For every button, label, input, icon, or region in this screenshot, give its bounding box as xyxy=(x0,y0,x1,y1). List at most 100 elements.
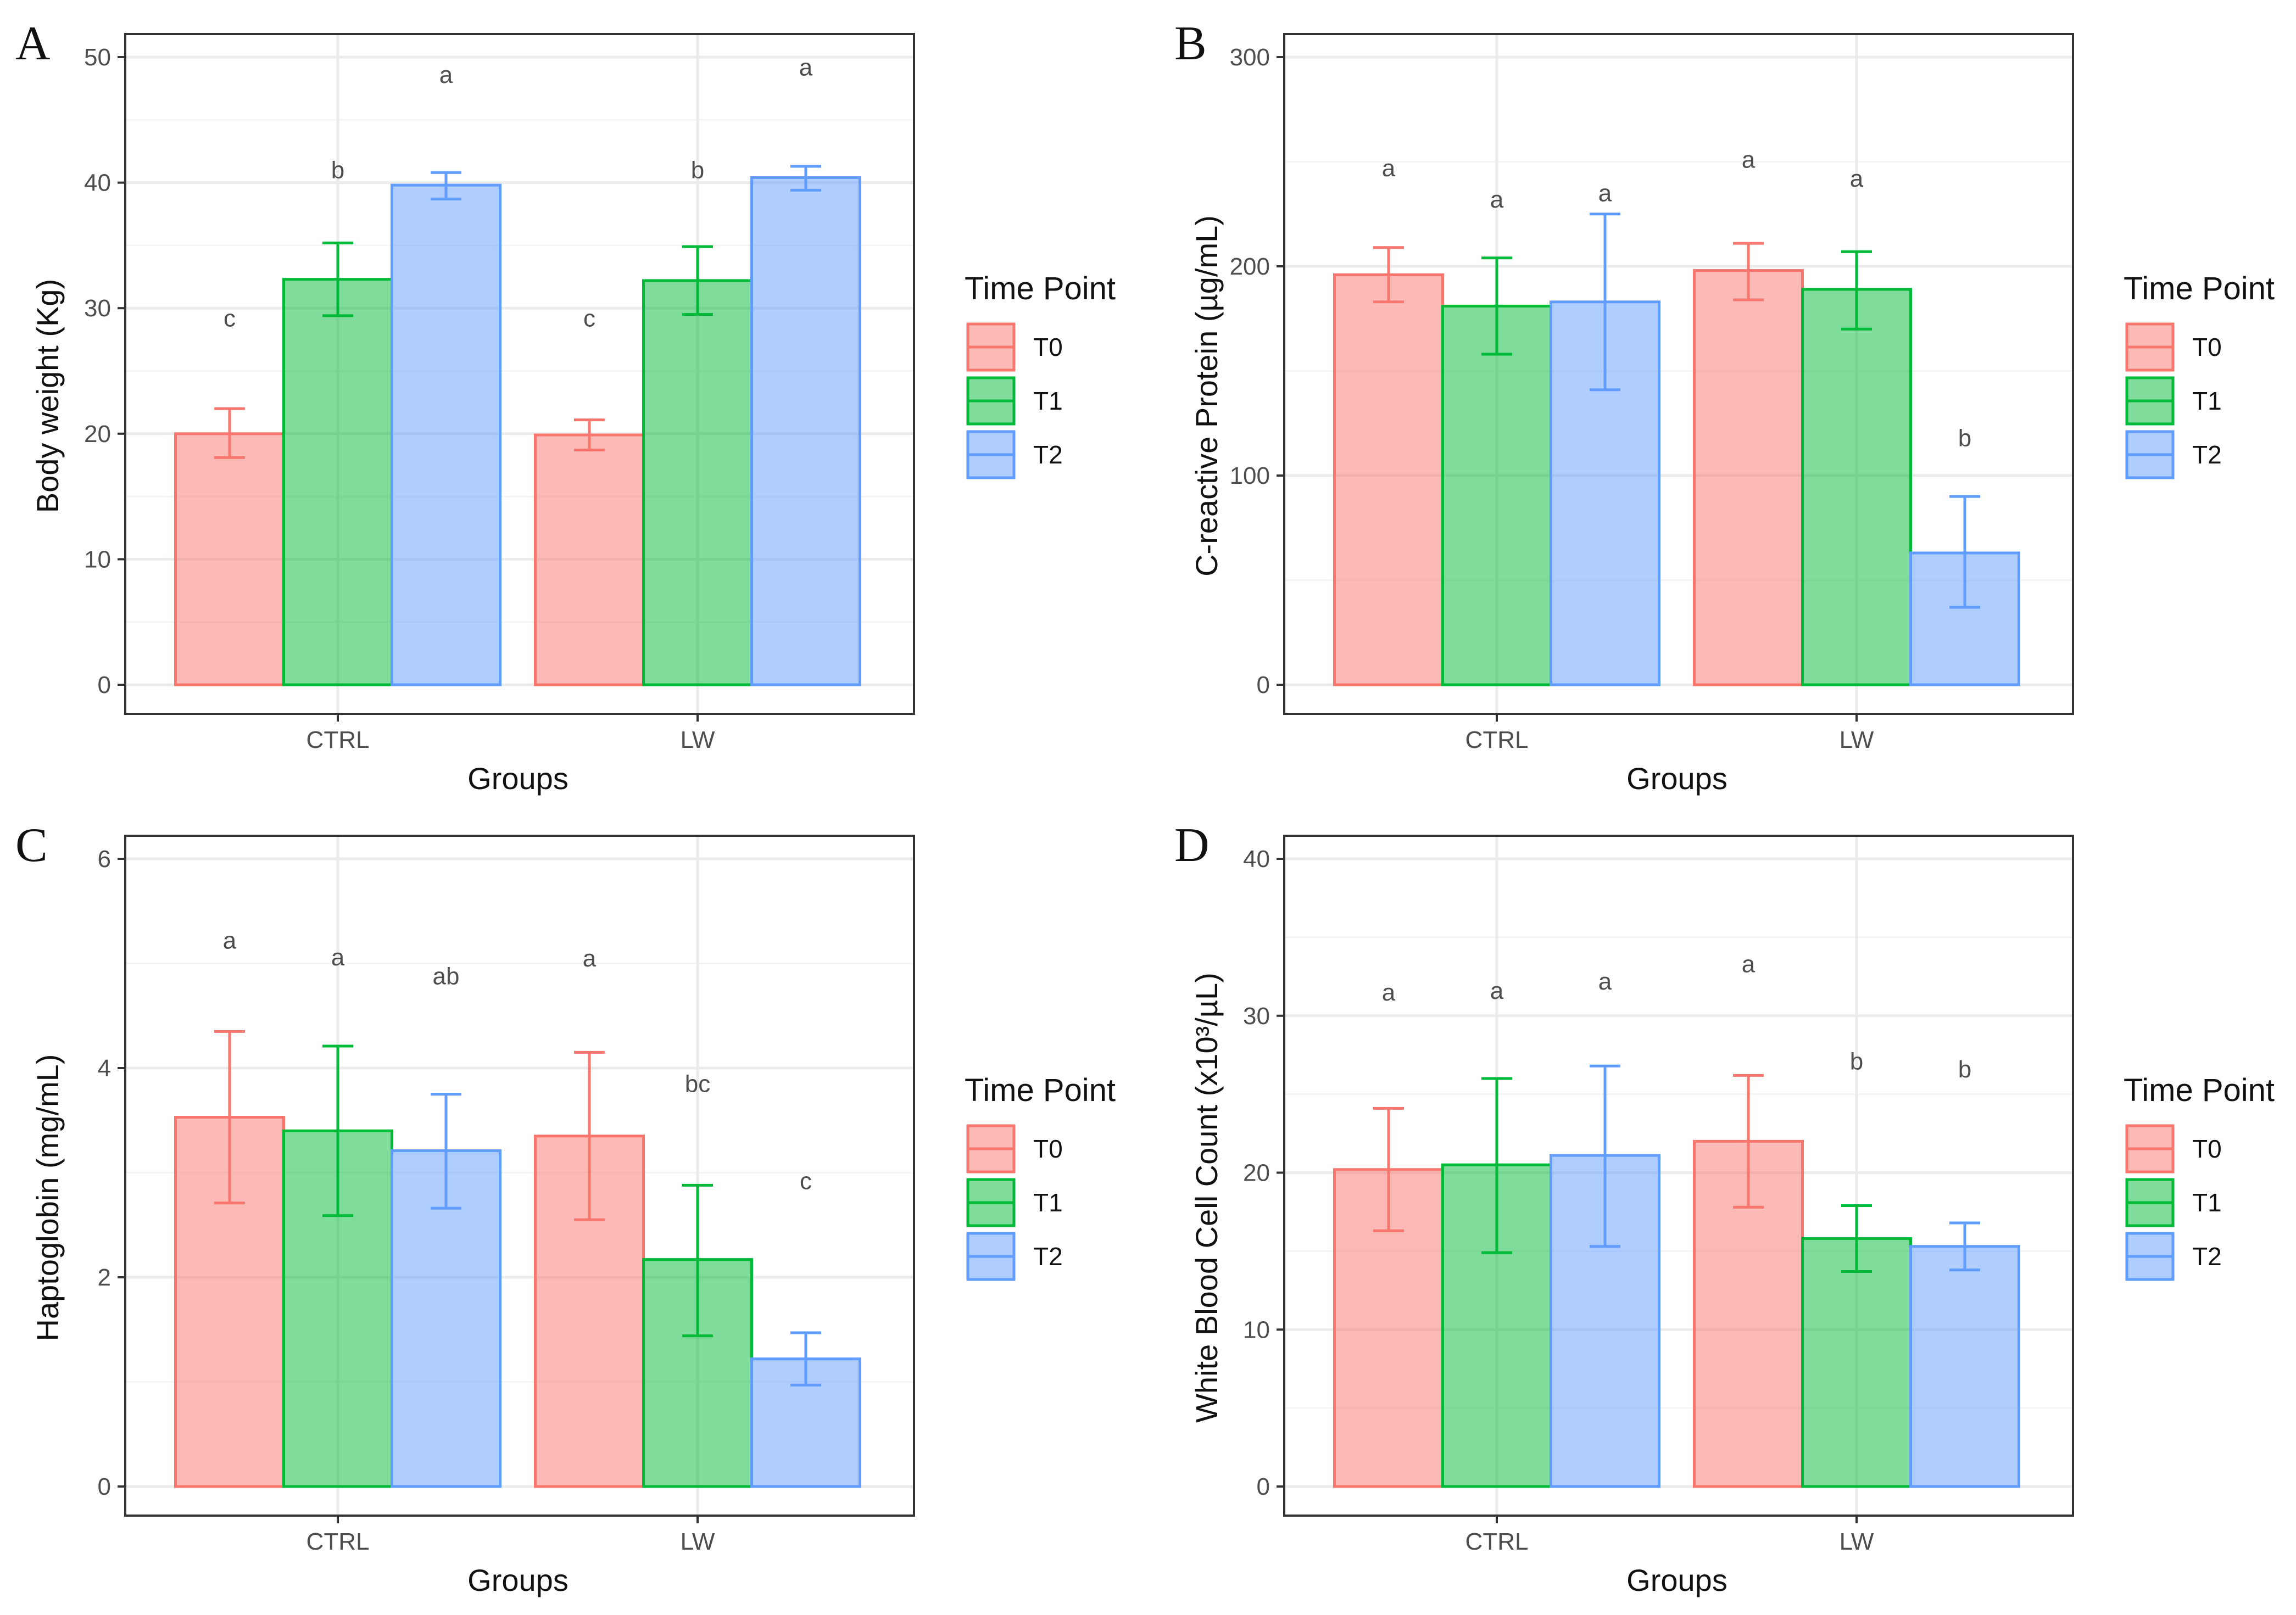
legend-key-t0 xyxy=(966,1124,1016,1173)
legend-key-t1 xyxy=(2125,1178,2175,1227)
legend-title: Time Point xyxy=(965,271,1116,306)
y-tick-label: 10 xyxy=(1243,1316,1270,1343)
legend-label-t0: T0 xyxy=(1033,1135,1063,1163)
x-tick-label-ctrl: CTRL xyxy=(306,727,370,753)
significance-label-lw-t2: b xyxy=(1958,424,1971,451)
bar-lw-t2 xyxy=(1909,1245,2020,1488)
bar-ctrl-t0 xyxy=(1333,273,1444,686)
error-bar-ctrl-t0 xyxy=(214,1030,245,1205)
significance-label-lw-t0: a xyxy=(1742,147,1756,174)
y-tick-label: 6 xyxy=(98,846,111,873)
significance-label-lw-t1: b xyxy=(691,157,704,184)
y-tick-label: 30 xyxy=(1243,1003,1270,1030)
y-tick-label: 30 xyxy=(84,295,111,322)
error-bar-lw-t1 xyxy=(1841,250,1872,331)
significance-label-ctrl-t2: a xyxy=(439,62,453,88)
panel-border xyxy=(1283,33,2074,715)
error-bar-ctrl-t2 xyxy=(431,171,461,200)
error-bar-lw-t2 xyxy=(1949,1221,1980,1272)
bar-lw-t1 xyxy=(1801,1237,1912,1488)
panel-letter: D xyxy=(1174,819,1210,872)
legend-key-t2 xyxy=(2125,1232,2175,1281)
panel-letter: A xyxy=(15,17,51,70)
significance-label-lw-t1: b xyxy=(1850,1048,1863,1075)
legend-label-t2: T2 xyxy=(1033,440,1063,469)
x-tick-label-ctrl: CTRL xyxy=(1465,727,1529,753)
legend-key-t0 xyxy=(966,322,1016,372)
significance-label-ctrl-t0: a xyxy=(1382,979,1396,1006)
significance-label-ctrl-t1: a xyxy=(331,944,345,971)
significance-label-lw-t1: a xyxy=(1850,165,1864,192)
y-tick-label: 300 xyxy=(1230,44,1270,71)
legend-key-t2 xyxy=(966,1232,1016,1281)
y-tick-label: 200 xyxy=(1230,253,1270,280)
x-tick-label-ctrl: CTRL xyxy=(306,1528,370,1555)
significance-label-lw-t1: bc xyxy=(685,1071,710,1098)
error-bar-ctrl-t2 xyxy=(431,1093,461,1210)
panel-d: a a a b a b 0 10 20 30 40 CTRL LW Groups White Blood C… xyxy=(1174,819,2275,1597)
error-bar-ctrl-t1 xyxy=(322,241,353,317)
x-tick-label-lw: LW xyxy=(681,1528,715,1555)
error-bar-lw-t1 xyxy=(682,245,713,316)
panel-letter: C xyxy=(15,819,48,872)
x-tick-label-lw: LW xyxy=(681,727,715,753)
error-bar-ctrl-t0 xyxy=(1373,1107,1404,1232)
panel-letter: B xyxy=(1174,17,1207,70)
y-tick-label: 0 xyxy=(98,672,111,698)
legend-label-t2: T2 xyxy=(2192,1242,2222,1271)
significance-label-lw-t0: c xyxy=(583,305,595,332)
legend: Time Point T0 T1 T2 xyxy=(965,271,1116,479)
x-axis-title: Groups xyxy=(1626,761,1727,796)
error-bar-lw-t2 xyxy=(1949,495,1980,609)
significance-label-lw-t0: a xyxy=(583,945,597,972)
legend-label-t0: T0 xyxy=(2192,1135,2222,1163)
y-tick-label: 50 xyxy=(84,44,111,71)
panel-b: a a a a a b 0 100 200 300 CTRL LW Groups C-reactive P… xyxy=(1174,17,2275,796)
y-tick-label: 100 xyxy=(1230,462,1270,489)
error-bar-ctrl-t0 xyxy=(214,407,245,459)
legend-label-t2: T2 xyxy=(1033,1242,1063,1271)
significance-label-lw-t2: a xyxy=(799,54,813,81)
y-tick-label: 20 xyxy=(84,421,111,448)
legend: Time Point T0 T1 T2 xyxy=(2124,1072,2275,1281)
x-tick-label-lw: LW xyxy=(1840,1528,1874,1555)
y-tick-label: 4 xyxy=(98,1055,111,1082)
legend-key-t1 xyxy=(2125,376,2175,426)
x-tick-label-lw: LW xyxy=(1840,727,1874,753)
bar-ctrl-t1 xyxy=(1441,304,1552,686)
significance-label-lw-t2: c xyxy=(800,1168,812,1195)
error-bar-lw-t2 xyxy=(790,165,821,192)
y-tick-label: 0 xyxy=(1257,1473,1270,1500)
legend-key-t0 xyxy=(2125,1124,2175,1173)
x-axis-title: Groups xyxy=(467,1563,569,1597)
legend: Time Point T0 T1 T2 xyxy=(2124,271,2275,479)
panel-border xyxy=(124,835,915,1517)
legend-label-t2: T2 xyxy=(2192,440,2222,469)
significance-label-ctrl-t2: a xyxy=(1598,180,1612,207)
y-tick-label: 10 xyxy=(84,546,111,573)
error-bar-lw-t0 xyxy=(1733,1074,1764,1209)
error-bar-lw-t2 xyxy=(790,1331,821,1387)
error-bar-ctrl-t1 xyxy=(322,1044,353,1217)
bar-ctrl-t1 xyxy=(282,278,393,686)
y-axis-title: Body weight (Kg) xyxy=(30,279,65,513)
legend-label-t1: T1 xyxy=(1033,387,1063,415)
significance-label-ctrl-t0: a xyxy=(223,927,237,954)
significance-label-lw-t0: a xyxy=(1742,951,1756,977)
significance-label-ctrl-t2: ab xyxy=(433,963,460,990)
significance-label-ctrl-t1: a xyxy=(1490,186,1504,213)
bar-ctrl-t2 xyxy=(391,183,501,686)
significance-label-ctrl-t0: c xyxy=(224,305,236,332)
bar-ctrl-t0 xyxy=(174,432,285,686)
legend: Time Point T0 T1 T2 xyxy=(965,1072,1116,1281)
x-axis-title: Groups xyxy=(1626,1563,1727,1597)
legend-key-t1 xyxy=(966,376,1016,426)
legend-label-t0: T0 xyxy=(2192,333,2222,361)
y-tick-label: 0 xyxy=(1257,672,1270,698)
error-bar-ctrl-t2 xyxy=(1590,213,1620,392)
legend-key-t1 xyxy=(966,1178,1016,1227)
y-tick-label: 0 xyxy=(98,1473,111,1500)
panel-a: c c b b a a 0 10 20 30 40 50 CTRL LW Groups Body weight… xyxy=(15,17,1116,796)
error-bar-lw-t1 xyxy=(682,1183,713,1338)
